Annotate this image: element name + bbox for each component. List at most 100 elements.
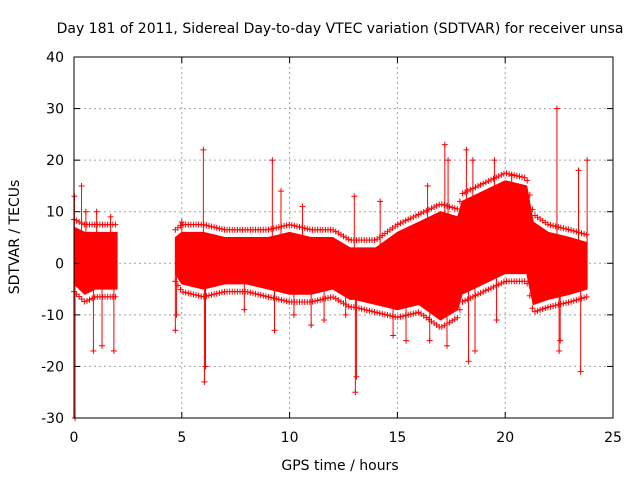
data-band [73, 226, 118, 295]
data-point-outlier [377, 198, 384, 245]
data-point-outlier [553, 105, 560, 235]
data-point-outlier [584, 157, 591, 243]
data-point [472, 184, 479, 191]
data-point-outlier [202, 288, 209, 370]
data-point [456, 198, 463, 205]
data-point-outlier [426, 312, 433, 344]
data-point [371, 237, 378, 244]
data-point-outlier [465, 291, 472, 365]
data-point [498, 171, 505, 178]
data-point-outlier [82, 208, 89, 233]
data-point [480, 288, 487, 295]
data-point [428, 205, 435, 212]
data-point-outlier [178, 219, 185, 233]
data-point [83, 297, 90, 304]
data-point-outlier [351, 193, 358, 248]
data-point [312, 298, 319, 305]
data-point-outlier [403, 307, 410, 344]
data-point-outlier [93, 208, 100, 233]
data-point-outlier [241, 283, 248, 313]
data-point [524, 177, 531, 184]
data-point-outlier [269, 157, 276, 237]
data-point [278, 297, 285, 304]
data-point [459, 190, 466, 197]
x-tick-label: 0 [70, 430, 79, 446]
data-point [415, 211, 422, 218]
data-point [477, 290, 484, 297]
data-point [195, 292, 202, 299]
data-point [205, 292, 212, 299]
data-point [218, 289, 225, 296]
data-point [322, 295, 329, 302]
y-tick-label: 40 [46, 50, 64, 66]
data-point [275, 296, 282, 303]
data-point [190, 291, 197, 298]
data-point [211, 224, 218, 231]
data-point [345, 236, 352, 243]
data-point [485, 286, 492, 293]
data-point [454, 206, 461, 213]
data-point [418, 210, 425, 217]
data-point [405, 216, 412, 223]
data-point [280, 222, 287, 229]
data-point [464, 187, 471, 194]
data-point [482, 179, 489, 186]
data-layer [71, 105, 591, 421]
data-point [283, 222, 290, 229]
x-axis-label: GPS time / hours [281, 458, 398, 474]
data-point [381, 311, 388, 318]
data-point [379, 310, 386, 317]
data-point [547, 303, 554, 310]
data-point-outlier [493, 277, 500, 324]
y-tick-label: 30 [46, 102, 64, 118]
data-point [273, 224, 280, 231]
data-point [431, 204, 438, 211]
data-point [208, 223, 215, 230]
data-point [314, 297, 321, 304]
data-point [216, 289, 223, 296]
data-point [280, 297, 287, 304]
data-point [552, 302, 559, 309]
data-point-outlier [463, 146, 470, 200]
data-point [438, 201, 445, 208]
data-point [570, 297, 577, 304]
data-point [552, 223, 559, 230]
y-axis-label: SDTVAR / TECUs [7, 180, 23, 295]
data-point [177, 222, 184, 229]
data-point [293, 223, 300, 230]
data-point [366, 307, 373, 314]
data-point [387, 312, 394, 319]
data-point [193, 292, 200, 299]
data-point [560, 225, 567, 232]
data-point [203, 222, 210, 229]
data-point [268, 294, 275, 301]
x-tick-label: 5 [177, 430, 186, 446]
data-point [410, 213, 417, 220]
data-point-outlier [491, 157, 498, 186]
data-point [537, 306, 544, 313]
data-point [356, 305, 363, 312]
data-point [394, 221, 401, 228]
data-point [288, 222, 295, 229]
data-point [309, 298, 316, 305]
data-point [415, 309, 422, 316]
data-point [526, 192, 533, 199]
data-point [361, 306, 368, 313]
data-point-outlier [172, 273, 179, 334]
data-point [304, 225, 311, 232]
data-point-outlier [321, 291, 328, 324]
data-point [557, 224, 564, 231]
data-point [208, 291, 215, 298]
data-point [456, 306, 463, 313]
x-tick-label: 25 [604, 430, 622, 446]
data-point [420, 209, 427, 216]
data-point [550, 222, 557, 229]
data-point [529, 305, 536, 312]
data-point [319, 296, 326, 303]
data-point [464, 296, 471, 303]
data-point [529, 206, 536, 213]
data-point [475, 291, 482, 298]
data-point-outlier [290, 294, 297, 318]
data-point [487, 285, 494, 292]
